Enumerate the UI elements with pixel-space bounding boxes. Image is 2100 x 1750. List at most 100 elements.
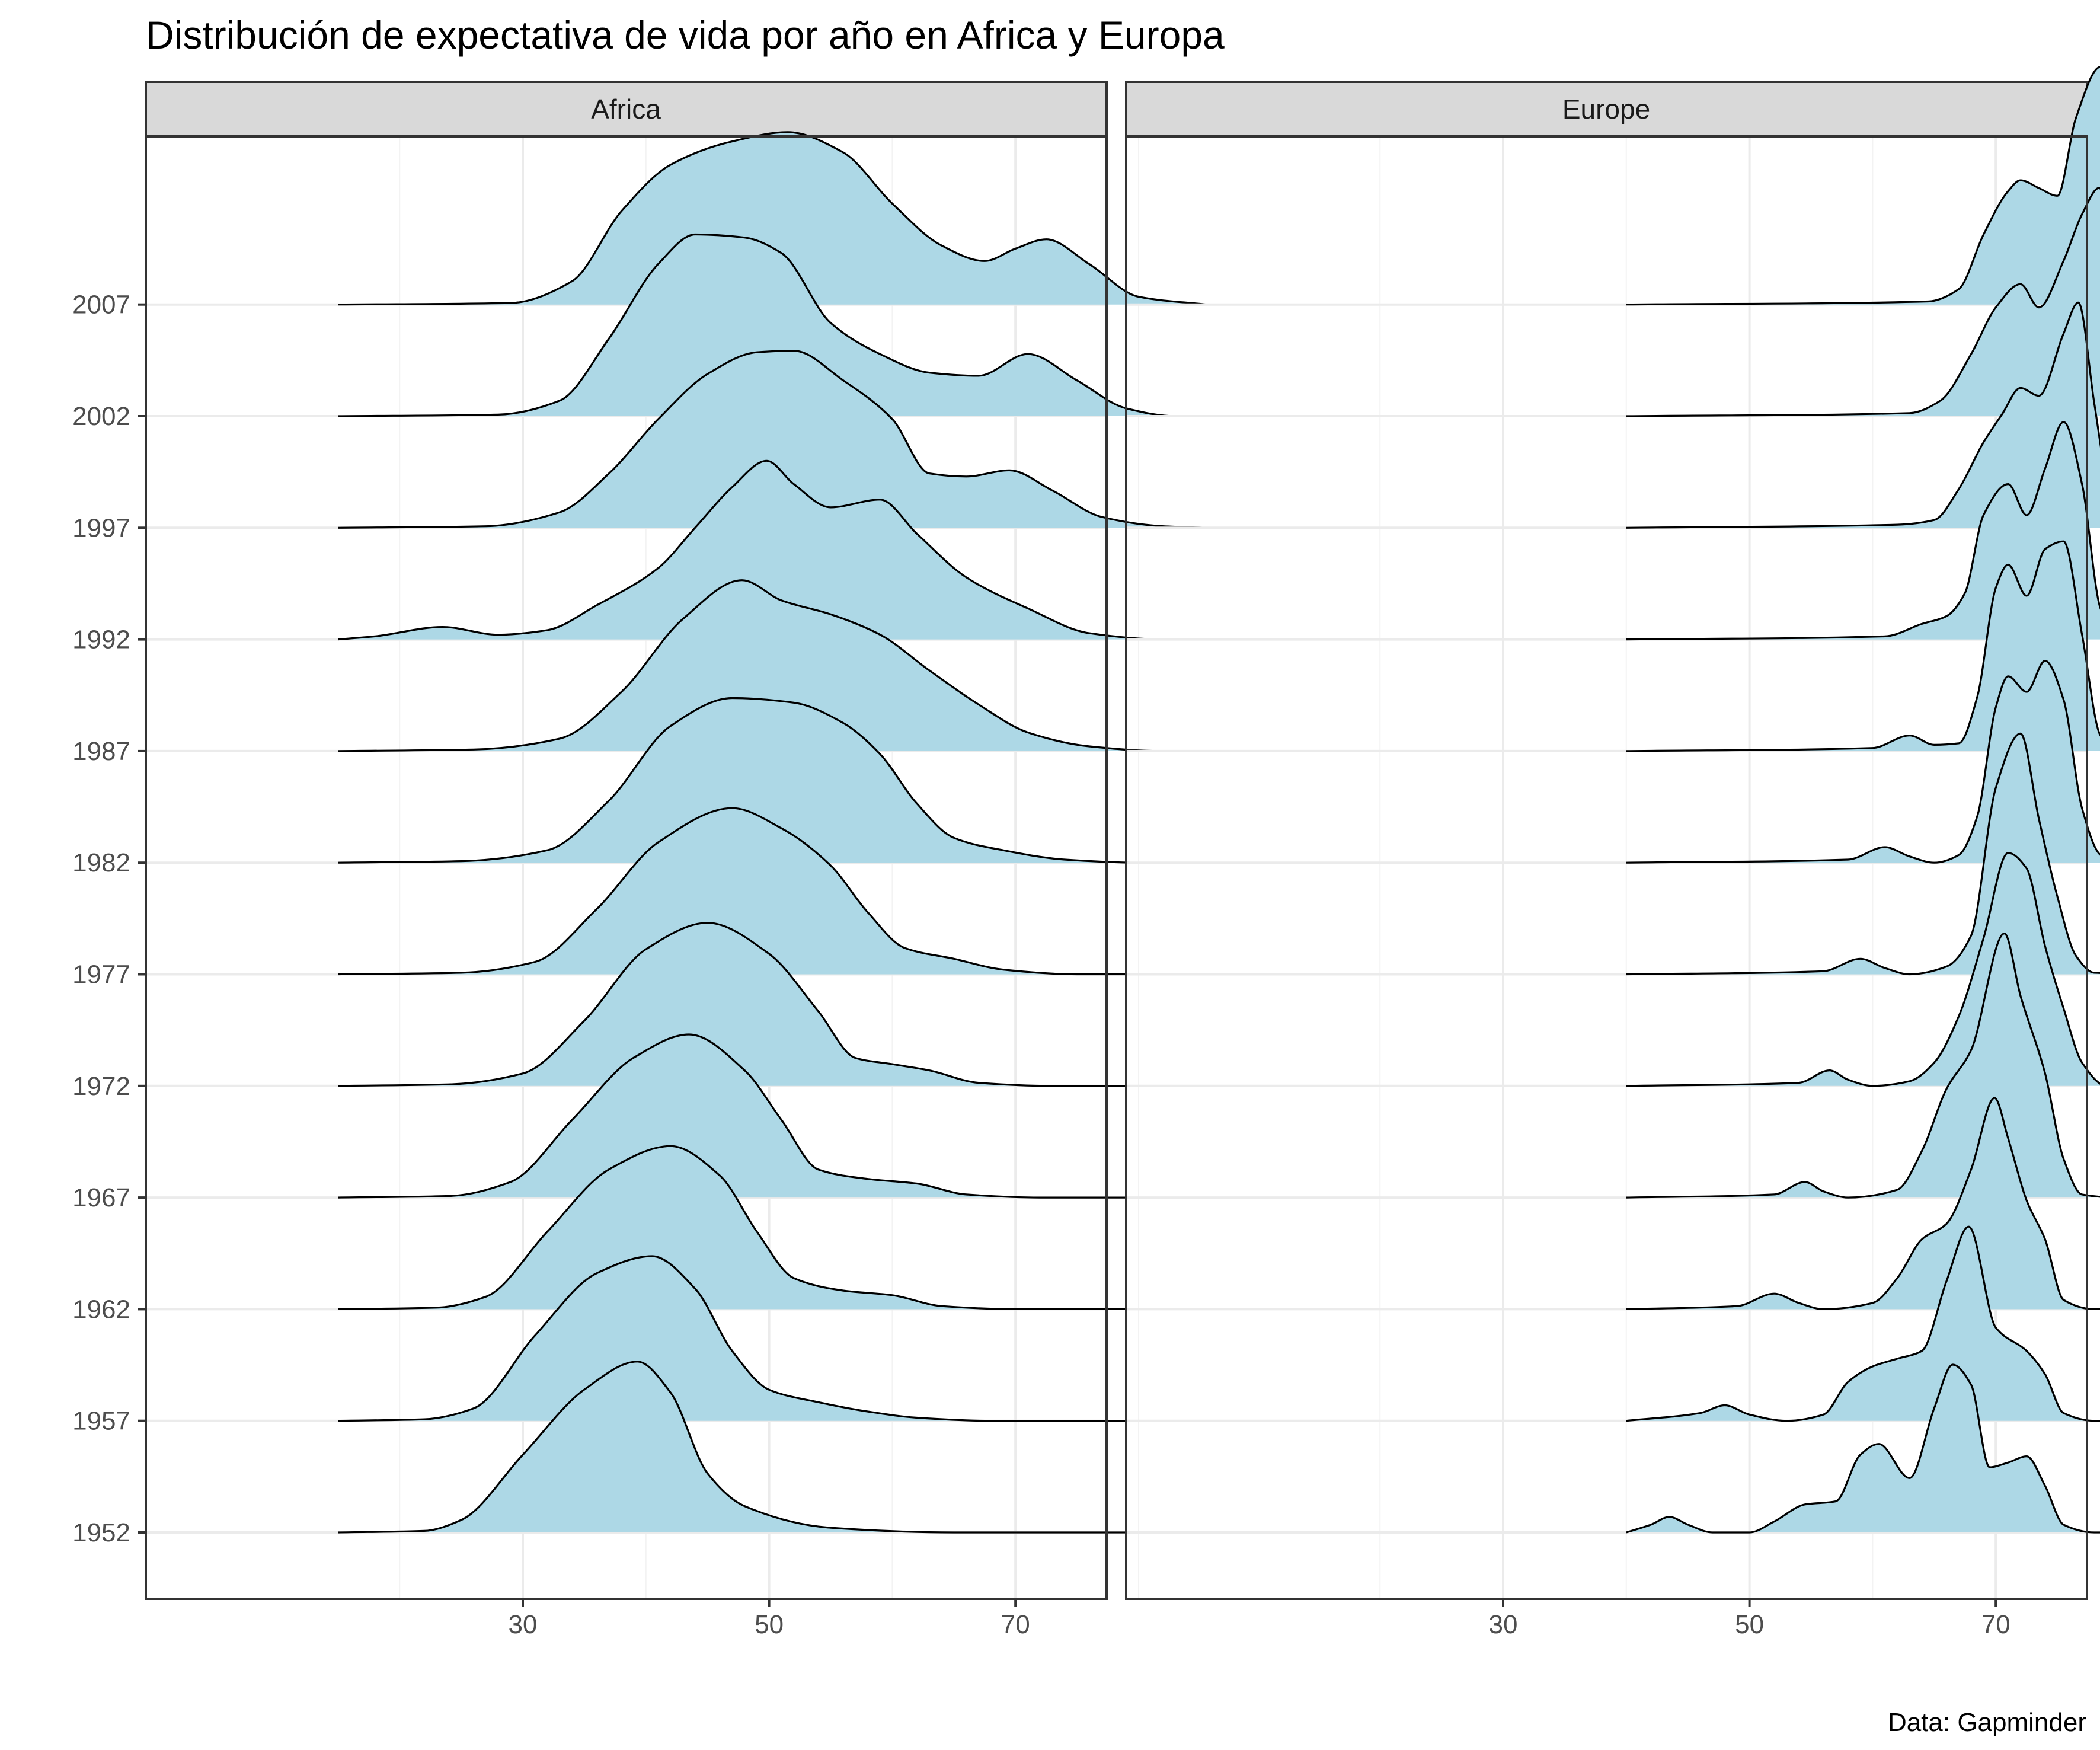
ridge-line-1997 — [1626, 301, 2100, 529]
chart-title: Distribución de expectativa de vida por … — [146, 13, 1225, 57]
ridge-fill-1987 — [1626, 541, 2100, 751]
ridge-2007 — [338, 131, 1207, 306]
ridge-1992 — [1626, 421, 2100, 641]
panel-europe: Europe 30 50 70 — [1125, 66, 2100, 1639]
ridge-line-2007 — [338, 131, 1207, 306]
y-tick-label: 1952 — [72, 1518, 130, 1547]
ridge-2002 — [338, 233, 1207, 417]
ridge-1987 — [1626, 540, 2100, 752]
ridge-fill-1957 — [338, 1256, 1207, 1421]
ridge-1952 — [1626, 1363, 2100, 1534]
ridge-line-2002 — [338, 233, 1207, 417]
strip-label-europe: Europe — [1562, 94, 1650, 124]
ridge-fill-1972 — [338, 922, 1207, 1086]
y-tick-label: 1997 — [72, 513, 130, 542]
y-tick-label: 2002 — [72, 402, 130, 431]
ridge-1962 — [1626, 1097, 2100, 1311]
ridge-line-1987 — [1626, 540, 2100, 752]
strip-africa — [145, 81, 1108, 138]
ridge-fill-2002 — [1626, 187, 2100, 416]
ridge-line-1957 — [338, 1255, 1207, 1422]
panel-border-europe — [1125, 135, 2088, 1600]
ridge-1982 — [1626, 660, 2100, 864]
ridge-2002 — [1626, 187, 2100, 417]
ridge-1972 — [338, 922, 1207, 1087]
ridge-1957 — [1626, 1225, 2100, 1422]
ridge-line-1972 — [1626, 852, 2100, 1087]
ridge-fill-1957 — [1626, 1227, 2100, 1421]
y-tick-label: 1957 — [72, 1407, 130, 1436]
ridge-line-1972 — [338, 922, 1207, 1087]
ridge-1962 — [338, 1145, 1207, 1311]
ridge-line-2002 — [1626, 187, 2100, 417]
y-tick-label: 1992 — [72, 625, 130, 654]
caption: Data: Gapminder — [1888, 1708, 2086, 1737]
ridge-1957 — [338, 1255, 1207, 1422]
ridge-line-1952 — [1626, 1363, 2100, 1534]
ridge-line-1967 — [338, 1033, 1207, 1199]
ridge-1977 — [1626, 732, 2100, 976]
ridge-1992 — [338, 459, 1207, 641]
ridge-1977 — [338, 807, 1207, 976]
ridge-1952 — [338, 1361, 1207, 1534]
ridge-2007 — [1626, 66, 2100, 306]
x-tick-label: 30 — [1489, 1610, 1518, 1639]
ridge-fill-1982 — [338, 698, 1207, 863]
ridge-fill-1997 — [1626, 302, 2100, 528]
ridge-line-1962 — [1626, 1097, 2100, 1311]
ridge-1987 — [338, 579, 1207, 752]
ridge-fill-1982 — [1626, 660, 2100, 863]
ridge-fill-1992 — [1626, 421, 2100, 640]
y-tick-label: 1962 — [72, 1295, 130, 1324]
ridge-1967 — [338, 1033, 1207, 1199]
panel-africa: Africa 30 50 70 19521957196219671972197719… — [72, 81, 1207, 1639]
y-tick-label: 2007 — [72, 290, 130, 320]
ridge-line-1967 — [1626, 933, 2100, 1199]
ridge-line-1992 — [338, 459, 1207, 641]
ridge-fill-2002 — [338, 234, 1207, 416]
ridge-line-1977 — [338, 807, 1207, 976]
y-tick-label: 1987 — [72, 737, 130, 766]
ridge-fill-1997 — [338, 350, 1207, 528]
strip-europe — [1125, 81, 2088, 138]
ridge-1982 — [338, 697, 1207, 864]
y-axis-africa: 1952 1957 1962 1967 1972 1977 1982 1987 1992 1997… — [72, 290, 146, 1547]
x-axis-europe: 30 50 70 — [1489, 1599, 2010, 1639]
x-axis-africa: 30 50 70 — [509, 1599, 1030, 1639]
ridges-africa — [338, 131, 1207, 1534]
ridge-line-1957 — [1626, 1225, 2100, 1422]
x-tick-label: 70 — [1981, 1610, 2010, 1639]
ridge-fill-1962 — [1626, 1098, 2100, 1310]
ridge-line-1987 — [338, 579, 1207, 752]
ridge-line-1982 — [1626, 660, 2100, 864]
ridge-fill-1977 — [1626, 733, 2100, 975]
ridge-fill-2007 — [1626, 67, 2100, 305]
ridge-fill-1952 — [338, 1361, 1207, 1532]
ridge-fill-1992 — [338, 461, 1207, 640]
ridge-line-1992 — [1626, 421, 2100, 641]
x-tick-label: 30 — [509, 1610, 538, 1639]
x-tick-label: 50 — [1735, 1610, 1764, 1639]
ridge-fill-1952 — [1626, 1365, 2100, 1532]
panel-border-africa — [145, 135, 1108, 1600]
ridge-line-1962 — [338, 1145, 1207, 1311]
ridge-1997 — [1626, 301, 2100, 529]
y-tick-label: 1977 — [72, 960, 130, 989]
y-tick-label: 1982 — [72, 848, 130, 877]
strip-label-africa: Africa — [591, 94, 661, 124]
ridges-europe — [1626, 66, 2100, 1534]
y-tick-label: 1972 — [72, 1072, 130, 1101]
x-tick-label: 50 — [755, 1610, 784, 1639]
ridge-fill-1962 — [338, 1146, 1207, 1310]
ridge-fill-1967 — [338, 1034, 1207, 1198]
ridge-line-2007 — [1626, 66, 2100, 306]
x-tick-label: 70 — [1001, 1610, 1030, 1639]
ridge-line-1952 — [338, 1361, 1207, 1534]
ridge-line-1997 — [338, 350, 1207, 529]
ridge-fill-1977 — [338, 808, 1207, 975]
ridge-fill-1987 — [338, 580, 1207, 751]
y-tick-label: 1967 — [72, 1183, 130, 1212]
ridge-line-1982 — [338, 697, 1207, 864]
ridge-line-1977 — [1626, 732, 2100, 976]
